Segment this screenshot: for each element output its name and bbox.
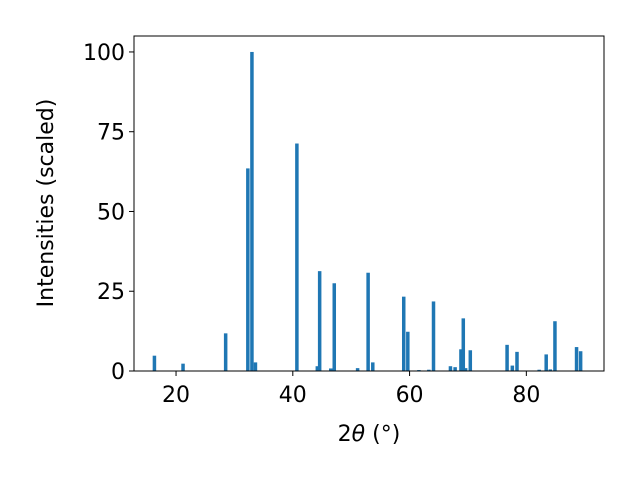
bar: [223, 333, 228, 371]
y-tick-label: 100: [83, 41, 125, 66]
bar: [544, 354, 548, 371]
y-tick-label: 25: [97, 280, 125, 305]
x-axis-label-unit: (°): [365, 422, 400, 447]
bar: [246, 168, 250, 371]
bar: [329, 368, 333, 371]
bar: [459, 349, 463, 371]
bar: [315, 366, 320, 371]
bar: [453, 367, 457, 371]
bar: [431, 301, 436, 371]
bar: [510, 365, 515, 371]
bar: [355, 368, 360, 371]
bar: [553, 321, 557, 371]
x-axis-ticks: 20 40 60 80: [162, 371, 540, 408]
y-tick-label: 0: [111, 360, 125, 385]
bar: [578, 351, 583, 371]
bar: [427, 369, 431, 371]
bar: [461, 318, 466, 371]
bar: [468, 350, 473, 371]
bar: [406, 331, 410, 371]
bar: [250, 51, 254, 371]
y-tick-label: 75: [97, 121, 125, 146]
bar: [366, 272, 370, 371]
plot-frame: [133, 35, 605, 372]
bar: [448, 366, 453, 371]
bars-group: [152, 51, 583, 371]
x-tick-label: 60: [396, 383, 424, 408]
bar: [537, 369, 541, 371]
x-tick-label: 40: [279, 383, 307, 408]
x-axis-label: 2θ (°): [338, 422, 401, 447]
bar: [295, 143, 299, 371]
bar: [152, 355, 157, 371]
y-axis-ticks: 0 25 50 75 100: [83, 41, 134, 385]
bar: [574, 347, 579, 371]
bar: [515, 351, 519, 371]
x-tick-label: 80: [512, 383, 540, 408]
y-axis-label: Intensities (scaled): [34, 99, 59, 308]
bar: [317, 271, 322, 371]
x-axis-label-prefix: 2: [338, 422, 352, 447]
bar: [505, 344, 509, 371]
bar: [181, 363, 185, 371]
bar: [332, 283, 337, 371]
x-axis-label-theta: θ: [352, 422, 366, 447]
bar: [401, 296, 406, 371]
bar: [463, 368, 468, 371]
bar: [548, 369, 553, 371]
y-tick-label: 50: [97, 200, 125, 225]
bar: [371, 362, 375, 371]
x-tick-label: 20: [162, 383, 190, 408]
bar: [253, 362, 258, 371]
